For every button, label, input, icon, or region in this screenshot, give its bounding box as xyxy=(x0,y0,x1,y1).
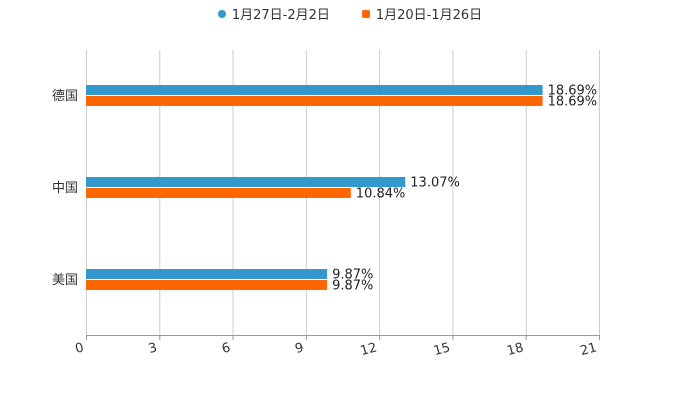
x-tick-label: 12 xyxy=(359,340,379,359)
y-category-label: 美国 xyxy=(52,273,78,288)
data-label: 9.87% xyxy=(332,279,373,294)
bar-1 xyxy=(86,177,406,187)
x-tick-label: 9 xyxy=(294,340,306,357)
bar-2 xyxy=(86,280,328,290)
legend-label-series-1: 1月27日-2月2日 xyxy=(231,8,330,23)
x-tick-label: 0 xyxy=(74,340,86,357)
x-tick-label: 15 xyxy=(432,340,452,359)
data-label: 13.07% xyxy=(410,176,460,191)
x-tick-label: 6 xyxy=(220,340,232,357)
legend-label-series-2: 1月20日-1月26日 xyxy=(375,8,483,23)
x-tick-label: 3 xyxy=(147,340,159,357)
data-label: 18.69% xyxy=(548,95,598,110)
y-category-label: 中国 xyxy=(52,181,78,196)
legend-marker-series-2 xyxy=(361,9,370,18)
legend-item-series-1[interactable]: 1月27日-2月2日 xyxy=(217,4,330,23)
data-label: 18.69% xyxy=(548,84,598,99)
bar-2 xyxy=(86,96,543,106)
data-label: 10.84% xyxy=(356,187,406,202)
y-category-label: 德国 xyxy=(52,89,78,104)
bar-1 xyxy=(86,85,543,95)
bar-2 xyxy=(86,188,351,198)
legend-marker-series-1 xyxy=(217,9,226,18)
bar-1 xyxy=(86,269,328,279)
legend-item-series-2[interactable]: 1月20日-1月26日 xyxy=(361,4,483,23)
x-tick-label: 21 xyxy=(579,340,599,359)
x-tick-label: 18 xyxy=(505,340,525,359)
data-label: 9.87% xyxy=(332,268,373,283)
legend: 1月27日-2月2日 1月20日-1月26日 xyxy=(0,4,700,23)
